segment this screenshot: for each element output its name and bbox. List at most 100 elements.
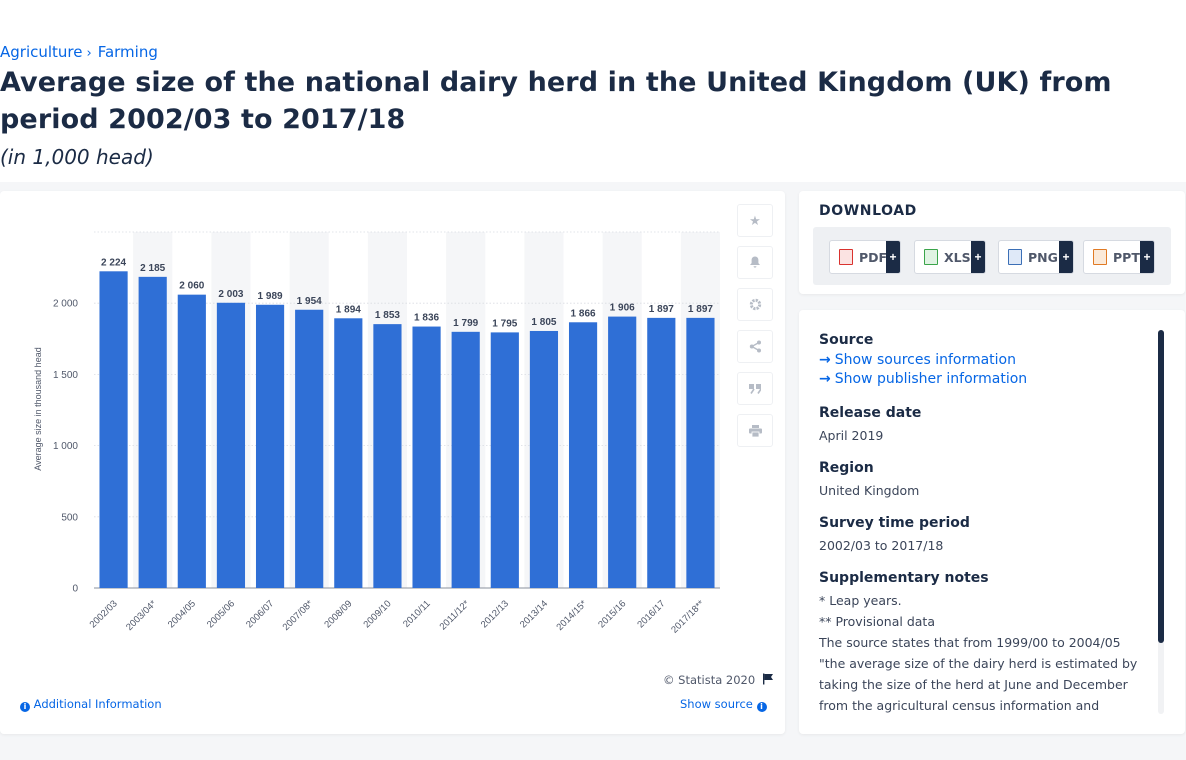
additional-information-label: Additional Information — [33, 697, 162, 711]
supplementary-notes-heading: Supplementary notes — [819, 570, 989, 586]
bar[interactable] — [608, 316, 637, 588]
x-tick-label: 2015/16 — [596, 598, 628, 630]
x-tick-label: 2006/07 — [244, 598, 276, 630]
bar[interactable] — [568, 322, 598, 588]
bar[interactable] — [334, 318, 363, 588]
page-subtitle: (in 1,000 head) — [0, 145, 154, 169]
bar[interactable] — [490, 332, 519, 588]
region-value: United Kingdom — [819, 483, 920, 498]
show-sources-link[interactable]: → Show sources information — [819, 352, 1139, 368]
data-label: 1 906 — [610, 303, 635, 314]
bar[interactable] — [99, 271, 128, 588]
flag-icon[interactable] — [762, 673, 774, 685]
bar-chart: 2 224 2 185 2 060 2 003 1 989 1 954 1 894 1 853… — [33, 231, 720, 636]
chart-card: 2 224 2 185 2 060 2 003 1 989 1 954 1 894 1 853… — [0, 191, 785, 734]
release-date-value: April 2019 — [819, 428, 884, 443]
region-heading: Region — [819, 460, 874, 476]
bell-icon[interactable] — [737, 246, 773, 279]
header: Agriculture › Farming Average size of the … — [0, 0, 1186, 182]
bar[interactable] — [412, 326, 441, 588]
breadcrumb-separator: › — [86, 46, 92, 61]
note-source-statement: The source states that from 1999/00 to 2… — [819, 635, 1138, 713]
bar[interactable] — [295, 309, 324, 588]
breadcrumb-item-agriculture[interactable]: Agriculture — [0, 43, 83, 61]
x-tick-label: 2003/04* — [124, 598, 159, 633]
download-xls-label: XLS — [944, 249, 971, 265]
bar[interactable] — [138, 276, 167, 588]
copyright-text: © Statista 2020 — [663, 673, 756, 687]
x-tick-label: 2012/13 — [479, 598, 511, 630]
bar[interactable] — [216, 302, 246, 588]
show-source-label: Show source — [680, 697, 753, 711]
quote-icon[interactable] — [737, 372, 773, 405]
data-label: 1 989 — [258, 291, 283, 302]
download-pdf-button[interactable]: PDF + — [829, 240, 901, 274]
data-label: 1 866 — [571, 308, 596, 319]
bar[interactable] — [647, 317, 676, 588]
y-tick-label: 500 — [61, 512, 78, 523]
info-icon: i — [756, 702, 767, 712]
bar[interactable] — [529, 330, 559, 588]
arrow-right-icon: → — [819, 352, 831, 368]
x-tick-label: 2017/18** — [669, 598, 707, 636]
print-icon[interactable] — [737, 414, 773, 447]
release-date-heading: Release date — [819, 405, 922, 421]
note-provisional: ** Provisional data — [819, 614, 935, 629]
download-title: DOWNLOAD — [819, 203, 917, 219]
show-publisher-label: Show publisher information — [834, 371, 1028, 387]
x-tick-label: 2008/09 — [322, 598, 354, 630]
note-leap-years: * Leap years. — [819, 593, 902, 608]
plus-icon: + — [971, 241, 985, 273]
additional-information-link[interactable]: i Additional Information — [20, 697, 162, 712]
download-ppt-button[interactable]: PPT + — [1083, 240, 1155, 274]
show-sources-label: Show sources information — [834, 352, 1016, 368]
y-tick-label: 2 000 — [53, 299, 78, 310]
y-tick-label: 1 500 — [53, 370, 78, 381]
x-tick-label: 2013/14 — [518, 598, 550, 630]
bar[interactable] — [373, 324, 402, 588]
pdf-file-icon — [839, 249, 853, 265]
breadcrumb-item-farming[interactable]: Farming — [97, 43, 158, 61]
data-label: 2 003 — [218, 289, 243, 300]
plus-icon: + — [1140, 241, 1154, 273]
bar[interactable] — [451, 331, 480, 588]
share-icon[interactable] — [737, 330, 773, 363]
plus-icon: + — [886, 241, 900, 273]
show-source-link[interactable]: Show source i — [680, 697, 767, 712]
x-tick-label: 2014/15* — [555, 598, 590, 633]
y-axis-label: Average size in thousand head — [33, 347, 43, 470]
copyright: © Statista 2020 — [663, 673, 774, 687]
y-tick-label: 1 000 — [53, 441, 78, 452]
show-publisher-link[interactable]: → Show publisher information — [819, 371, 1139, 387]
data-label: 1 897 — [649, 304, 674, 315]
download-png-button[interactable]: PNG + — [998, 240, 1074, 274]
data-label: 1 894 — [336, 304, 361, 315]
data-label: 1 897 — [688, 304, 713, 315]
x-tick-label: 2011/12* — [438, 598, 472, 632]
download-xls-button[interactable]: XLS + — [914, 240, 986, 274]
data-label: 1 954 — [297, 296, 322, 307]
source-heading: Source — [819, 332, 874, 348]
gear-icon[interactable] — [737, 288, 773, 321]
scrollbar-thumb[interactable] — [1158, 330, 1164, 643]
download-pdf-label: PDF — [859, 249, 888, 265]
data-label: 1 795 — [492, 318, 517, 329]
data-label: 1 836 — [414, 313, 439, 324]
download-ppt-label: PPT — [1113, 249, 1140, 265]
source-info-card: Source → Show sources information → Show p… — [799, 310, 1185, 734]
x-tick-label: 2005/06 — [205, 598, 237, 630]
ppt-file-icon — [1093, 249, 1107, 265]
star-icon[interactable]: ★ — [737, 204, 773, 237]
png-file-icon — [1008, 249, 1022, 265]
download-png-label: PNG — [1028, 249, 1058, 265]
data-label: 1 853 — [375, 310, 400, 321]
x-tick-label: 2009/10 — [361, 598, 393, 630]
x-tick-label: 2010/11 — [401, 598, 433, 630]
arrow-right-icon: → — [819, 371, 831, 387]
breadcrumb: Agriculture › Farming — [0, 43, 158, 61]
bar[interactable] — [177, 294, 206, 588]
bar[interactable] — [255, 304, 285, 588]
source-info-content: Source → Show sources information → Show p… — [819, 332, 1139, 716]
bar[interactable] — [686, 317, 715, 588]
xls-file-icon — [924, 249, 938, 265]
